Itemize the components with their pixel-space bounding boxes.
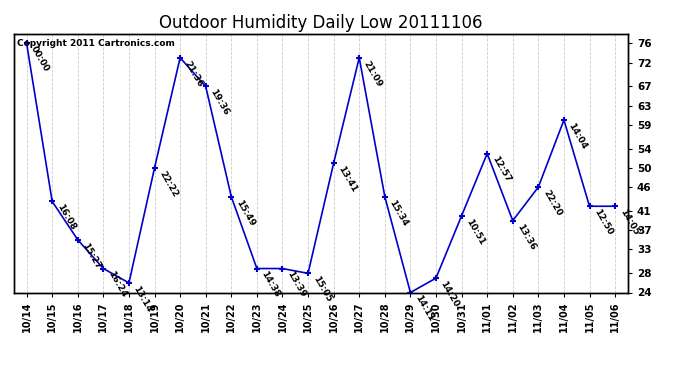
Text: 14:04: 14:04 <box>566 122 589 151</box>
Text: 15:05: 15:05 <box>310 275 333 304</box>
Text: 15:27: 15:27 <box>81 241 103 271</box>
Title: Outdoor Humidity Daily Low 20111106: Outdoor Humidity Daily Low 20111106 <box>159 14 482 32</box>
Text: 19:36: 19:36 <box>208 88 230 117</box>
Text: 21:09: 21:09 <box>362 59 384 88</box>
Text: 13:14: 13:14 <box>132 284 154 314</box>
Text: 12:50: 12:50 <box>592 208 614 237</box>
Text: 16:24: 16:24 <box>106 270 128 299</box>
Text: Copyright 2011 Cartronics.com: Copyright 2011 Cartronics.com <box>17 39 175 48</box>
Text: 21:36: 21:36 <box>183 59 205 88</box>
Text: 14:11: 14:11 <box>413 294 435 323</box>
Text: 14:05: 14:05 <box>618 208 640 237</box>
Text: 22:22: 22:22 <box>157 169 179 199</box>
Text: 13:41: 13:41 <box>337 165 359 194</box>
Text: 14:38: 14:38 <box>259 270 282 299</box>
Text: 15:49: 15:49 <box>234 198 256 228</box>
Text: 12:57: 12:57 <box>490 155 512 184</box>
Text: 14:20: 14:20 <box>439 279 461 309</box>
Text: 13:36: 13:36 <box>515 222 538 251</box>
Text: 00:00: 00:00 <box>30 45 51 74</box>
Text: 15:34: 15:34 <box>388 198 410 228</box>
Text: 22:20: 22:20 <box>541 189 563 218</box>
Text: 10:51: 10:51 <box>464 217 486 246</box>
Text: 13:39: 13:39 <box>285 270 308 299</box>
Text: 16:08: 16:08 <box>55 203 77 232</box>
